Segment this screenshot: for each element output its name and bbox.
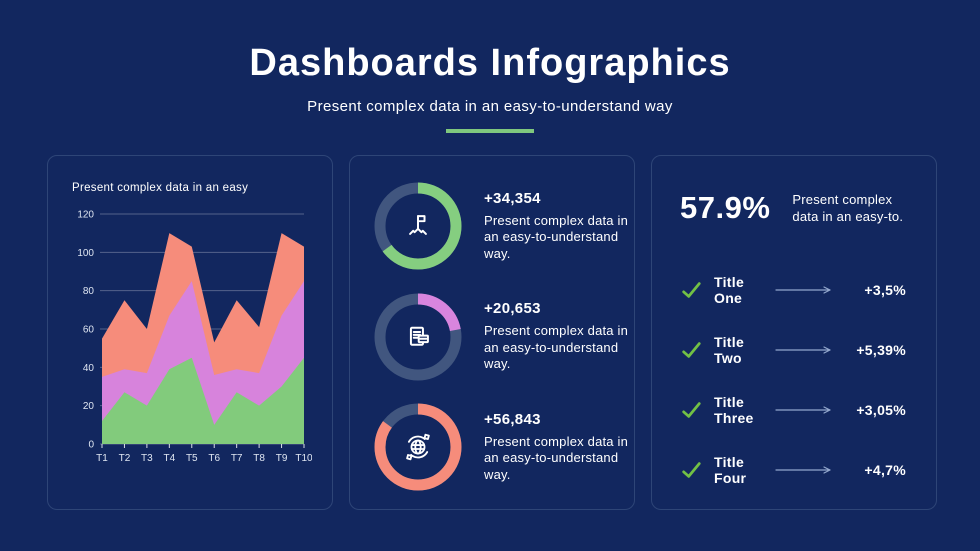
arrow-right-icon (774, 345, 842, 355)
svg-text:T10: T10 (295, 453, 312, 464)
metric-value: +3,5% (864, 282, 906, 298)
check-icon (680, 459, 706, 481)
stat-text: +20,653 Present complex data in an easy-… (484, 300, 636, 373)
arrow-right-icon (774, 405, 842, 415)
metrics-panel: 57.9% Present complex data in an easy-to… (651, 155, 937, 510)
stat-description: Present complex data in an easy-to-under… (484, 323, 629, 372)
stat-value: +56,843 (484, 410, 541, 428)
svg-text:100: 100 (77, 248, 94, 259)
metric-value: +4,7% (864, 462, 906, 478)
stat-text: +56,843 Present complex data in an easy-… (484, 411, 636, 484)
svg-text:T3: T3 (141, 453, 153, 464)
check-icon (680, 339, 706, 361)
svg-text:T6: T6 (208, 453, 220, 464)
svg-text:T4: T4 (163, 453, 175, 464)
subtitle-underline (446, 129, 534, 133)
metric-row: Title Four +4,7% (680, 440, 906, 500)
svg-text:T8: T8 (253, 453, 265, 464)
documents-icon (401, 320, 435, 354)
area-chart-panel: Present complex data in an easy 0 20 40 60 8… (47, 155, 333, 510)
stat-item: +34,354 Present complex data in an easy-… (372, 174, 628, 278)
svg-text:20: 20 (83, 401, 95, 412)
svg-text:80: 80 (83, 286, 95, 297)
stat-item: +20,653 Present complex data in an easy-… (372, 285, 628, 389)
svg-text:120: 120 (77, 210, 94, 221)
stat-description: Present complex data in an easy-to-under… (484, 433, 629, 482)
metric-title: Title Two (714, 334, 745, 366)
stat-item: +56,843 Present complex data in an easy-… (372, 395, 628, 499)
check-icon (680, 399, 706, 421)
metric-row: Title One +3,5% (680, 260, 906, 320)
panels-row: Present complex data in an easy 0 20 40 60 8… (47, 155, 937, 510)
donut-chart (372, 180, 464, 272)
metric-value: +3,05% (856, 402, 906, 418)
arrow-right-icon (774, 285, 842, 295)
metric-row: Title Three +3,05% (680, 380, 906, 440)
stat-value: +20,653 (484, 300, 541, 318)
donut-ring (374, 403, 462, 491)
donut-chart (372, 291, 464, 383)
donut-ring (374, 293, 462, 380)
slide-header: Dashboards Infographics Present complex … (0, 0, 980, 133)
svg-text:0: 0 (88, 440, 94, 451)
metric-row: Title Two +5,39% (680, 320, 906, 380)
svg-text:T7: T7 (231, 453, 243, 464)
svg-text:40: 40 (83, 363, 95, 374)
check-icon (680, 279, 706, 301)
svg-text:T2: T2 (119, 453, 131, 464)
headline-value: 57.9% (680, 190, 771, 225)
chart-title: Present complex data in an easy (72, 182, 249, 194)
headline-text: Present complex data in an easy-to. (792, 192, 904, 224)
svg-text:T1: T1 (96, 453, 108, 464)
flag-milestone-icon (401, 209, 435, 243)
stat-value: +34,354 (484, 189, 541, 207)
metric-rows: Title One +3,5% Title Two +5,39% (680, 260, 906, 500)
metric-value: +5,39% (856, 342, 906, 358)
svg-text:60: 60 (83, 325, 95, 336)
globe-sync-icon (401, 430, 435, 464)
stat-text: +34,354 Present complex data in an easy-… (484, 190, 636, 263)
metric-title: Title Three (714, 394, 754, 426)
svg-text:T5: T5 (186, 453, 198, 464)
stat-description: Present complex data in an easy-to-under… (484, 212, 629, 261)
arrow-right-icon (774, 465, 842, 475)
donut-chart (372, 401, 464, 493)
svg-text:T9: T9 (276, 453, 288, 464)
donut-ring (374, 182, 462, 270)
area-chart: 0 20 40 60 80 100 120 T1 T2 T3 T4 T5 T6 T7 T8 T9 T10 (77, 210, 313, 465)
headline: 57.9% Present complex data in an easy-to… (680, 190, 906, 226)
page-title: Dashboards Infographics (249, 42, 731, 84)
donut-stats-panel: +34,354 Present complex data in an easy-… (349, 155, 635, 510)
metric-title: Title One (714, 274, 745, 306)
metric-title: Title Four (714, 454, 747, 486)
page-subtitle: Present complex data in an easy-to-under… (307, 98, 673, 115)
